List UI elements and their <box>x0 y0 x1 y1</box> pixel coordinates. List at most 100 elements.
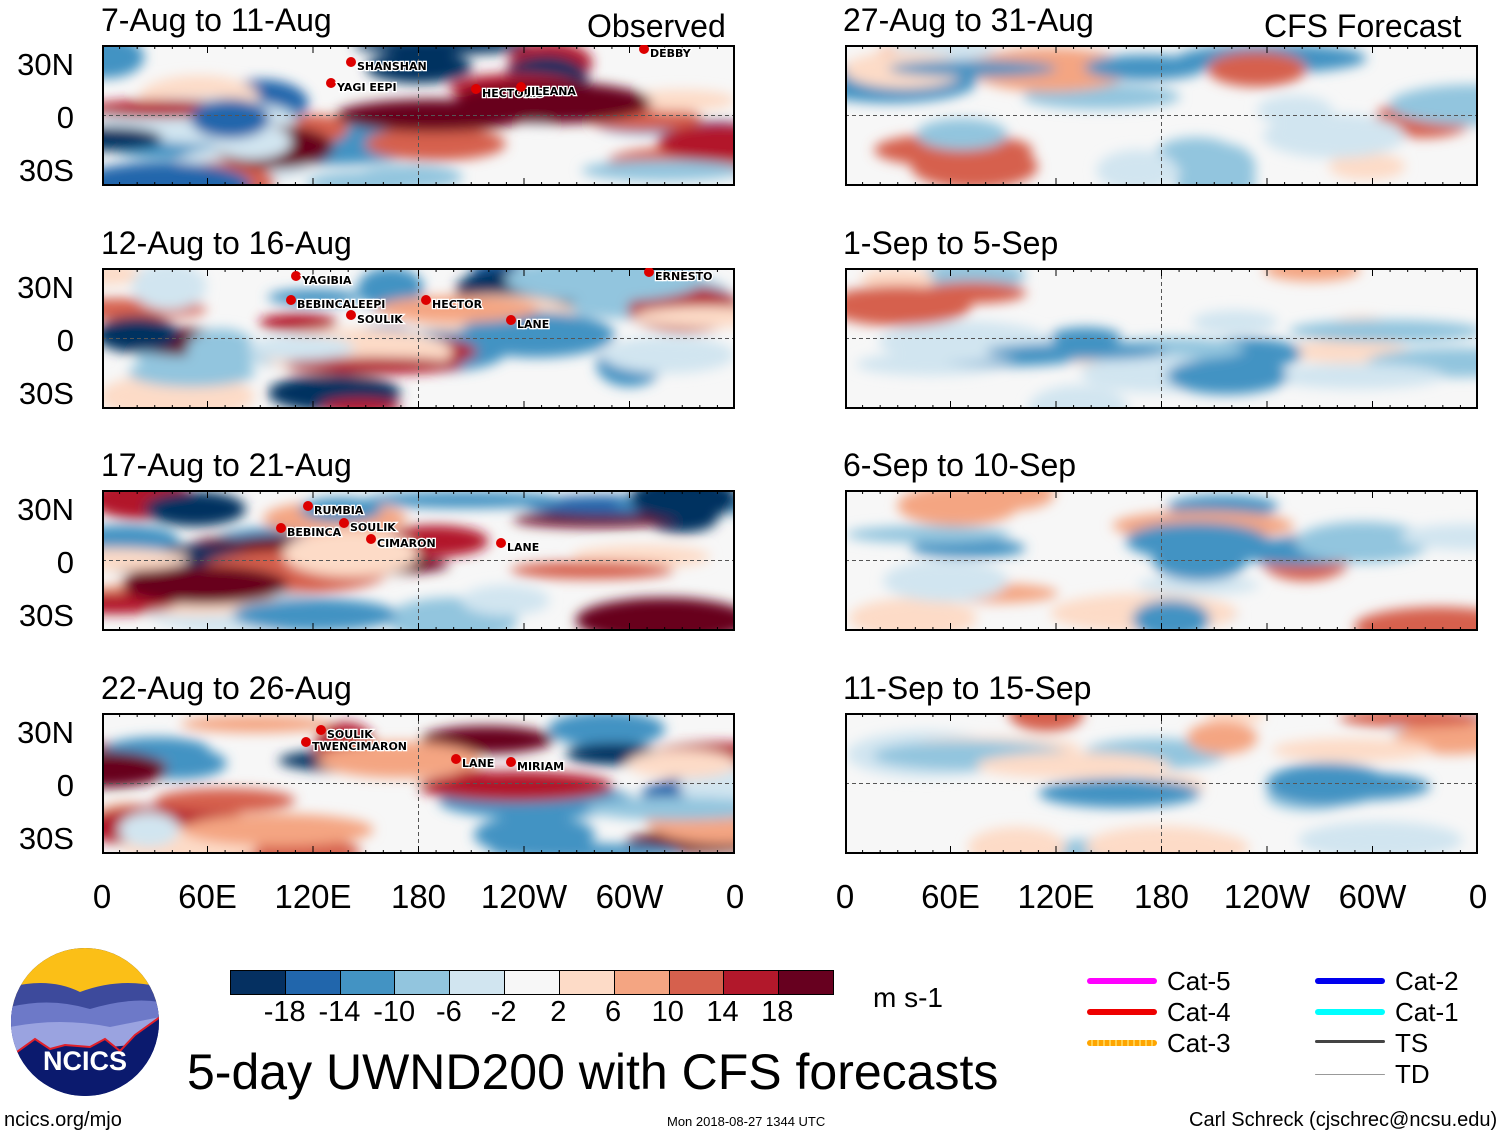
wind-anomaly-region <box>1288 319 1478 343</box>
wind-anomaly-region <box>102 524 179 555</box>
longitude-label: 180 <box>390 878 447 915</box>
panel-title: 12-Aug to 16-Aug <box>101 225 352 261</box>
wind-anomaly-region <box>1271 363 1445 390</box>
longitude-label: 120W <box>480 878 568 915</box>
colorbar-swatch <box>724 971 780 994</box>
wind-anomaly-region <box>102 750 168 788</box>
longitude-label: 0 <box>92 878 112 915</box>
longitude-label: 60E <box>178 878 237 915</box>
forecast-map-panel <box>845 268 1478 409</box>
wind-anomaly-region <box>581 160 735 181</box>
wind-anomaly-region <box>911 143 1038 186</box>
legend-label: Cat-2 <box>1395 966 1459 996</box>
storm-label: HECTORIS <box>482 87 544 100</box>
hurricane-symbol-icon <box>346 57 356 67</box>
wind-anomaly-region <box>657 123 735 163</box>
hurricane-symbol-icon <box>326 78 336 88</box>
wind-anomaly-region <box>626 749 735 779</box>
colorbar-tick-label: -10 <box>373 996 416 1028</box>
wind-anomaly-region <box>418 771 614 802</box>
wind-anomaly-region <box>320 398 402 409</box>
wind-anomaly-region <box>976 752 1170 779</box>
storm-label: BEBINCALEEPI <box>297 298 385 311</box>
hurricane-symbol-icon <box>451 754 461 764</box>
wind-anomaly-region <box>365 51 473 84</box>
hurricane-symbol-icon <box>276 523 286 533</box>
observed-map-panel: YAGIBIA BEBINCALEEPI SOULIK HECTOR LANE ERNES… <box>102 268 735 409</box>
wind-anomaly-region <box>505 268 705 303</box>
storm-label: DEBBY <box>650 47 692 60</box>
wind-anomaly-region <box>299 497 382 523</box>
storm-label: SOULIK <box>327 728 373 741</box>
hurricane-symbol-icon <box>339 518 349 528</box>
wind-anomaly-region <box>1191 310 1278 335</box>
legend-swatch <box>1315 1040 1385 1043</box>
storm-label: ERNESTO <box>655 270 712 283</box>
hurricane-symbol-icon <box>316 725 326 735</box>
colorbar <box>230 970 834 995</box>
legend-swatch <box>1087 978 1157 984</box>
wind-anomaly-region <box>180 715 331 733</box>
colorbar-swatch <box>395 971 451 994</box>
wind-anomaly-region <box>118 812 180 848</box>
observed-header: Observed <box>587 8 726 44</box>
storm-label: YAGIBIA <box>301 274 352 287</box>
wind-anomaly-region <box>1125 522 1269 561</box>
wind-anomaly-region <box>375 295 539 323</box>
hurricane-symbol-icon <box>366 534 376 544</box>
panel-title: 22-Aug to 26-Aug <box>101 670 352 706</box>
storm-label: RUMBIA <box>314 504 364 517</box>
legend-swatch <box>1315 1009 1385 1015</box>
wind-anomaly-region <box>1295 521 1430 564</box>
latitude-label: 0 <box>56 768 74 803</box>
wind-anomaly-region <box>102 548 189 571</box>
storm-label: SOULIK <box>350 521 396 534</box>
wind-anomaly-region <box>1328 153 1406 180</box>
wind-anomaly-region <box>633 305 735 328</box>
colorbar-tick-label: 2 <box>550 996 567 1028</box>
storm-label: LANE <box>517 318 549 331</box>
wind-anomaly-region <box>452 82 652 124</box>
hurricane-symbol-icon <box>346 310 356 320</box>
legend-label: Cat-4 <box>1167 997 1231 1027</box>
colorbar-tick-label: -6 <box>436 996 462 1028</box>
storm-label: HECTOR <box>432 298 483 311</box>
wind-anomaly-region <box>259 313 338 332</box>
wind-anomaly-region <box>144 491 246 527</box>
wind-anomaly-region <box>510 561 674 580</box>
legend-swatch <box>1315 1074 1385 1075</box>
wind-anomaly-region <box>1038 778 1201 808</box>
forecast-map-panel <box>845 490 1478 631</box>
hurricane-symbol-icon <box>291 271 301 281</box>
wind-anomaly-region <box>1389 84 1478 126</box>
observed-map-panel: RUMBIA BEBINCA SOULIK CIMARON LANE <box>102 490 735 631</box>
wind-anomaly-region <box>490 843 681 854</box>
wind-anomaly-region <box>985 343 1169 361</box>
panel-title: 11-Sep to 15-Sep <box>843 670 1092 706</box>
longitude-label: 60W <box>1338 878 1407 915</box>
colorbar-swatch <box>285 971 341 994</box>
wind-anomaly-region <box>1096 149 1178 186</box>
legend-label: Cat-3 <box>1167 1028 1231 1058</box>
wind-anomaly-region <box>461 585 550 616</box>
wind-anomaly-region <box>1084 828 1250 854</box>
wind-anomaly-region <box>512 511 680 528</box>
storm-label: TWENCIMARON <box>312 740 407 753</box>
storm-label: JILEANA <box>526 85 576 98</box>
latitude-label: 30N <box>17 492 74 527</box>
longitude-label: 120E <box>1017 878 1095 915</box>
site-url[interactable]: ncics.org/mjo <box>4 1109 122 1131</box>
longitude-label: 120E <box>274 878 352 915</box>
wind-anomaly-region <box>1207 51 1307 87</box>
wind-anomaly-region <box>1263 268 1361 282</box>
wind-anomaly-region <box>1174 165 1256 186</box>
wind-anomaly-region <box>601 336 735 374</box>
wind-anomaly-region <box>1084 54 1207 81</box>
wind-anomaly-region <box>845 525 1012 544</box>
wind-anomaly-region <box>102 316 180 353</box>
latitude-label: 30S <box>18 821 74 856</box>
wind-anomaly-region <box>1263 113 1405 159</box>
forecast-map-panel <box>845 713 1478 854</box>
legend-label: TD <box>1395 1059 1430 1089</box>
longitude-label: 0 <box>725 878 745 915</box>
